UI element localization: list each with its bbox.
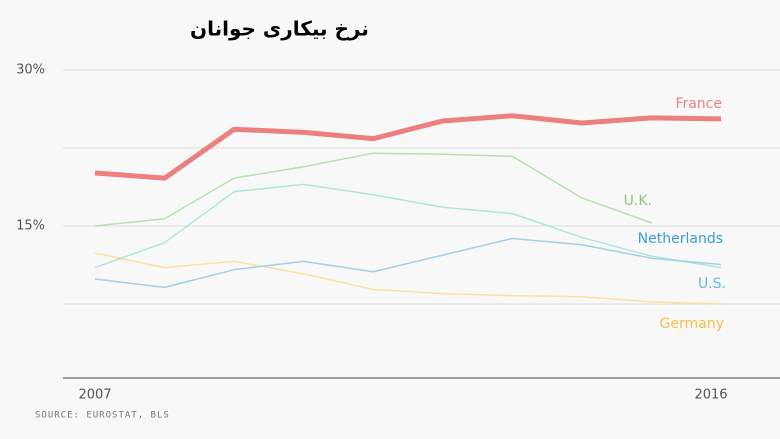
chart-title: نرخ بیکاری جوانان <box>190 17 369 41</box>
series-line <box>94 183 722 269</box>
series-line <box>94 237 722 289</box>
series-line <box>94 152 652 227</box>
legend-label: U.K. <box>624 193 652 209</box>
series-line <box>94 113 722 181</box>
x-tick-label: 2016 <box>694 388 727 403</box>
legend-label: U.S. <box>698 276 726 292</box>
y-tick-label: 30% <box>16 63 45 78</box>
legend-label: Germany <box>660 316 724 332</box>
x-tick-label: 2007 <box>78 388 111 403</box>
legend-label: France <box>675 96 722 112</box>
series-line <box>94 252 722 305</box>
y-tick-label: 15% <box>16 219 45 234</box>
source: SOURCE: EUROSTAT, BLS <box>35 411 170 421</box>
legend-label: Netherlands <box>638 231 723 247</box>
